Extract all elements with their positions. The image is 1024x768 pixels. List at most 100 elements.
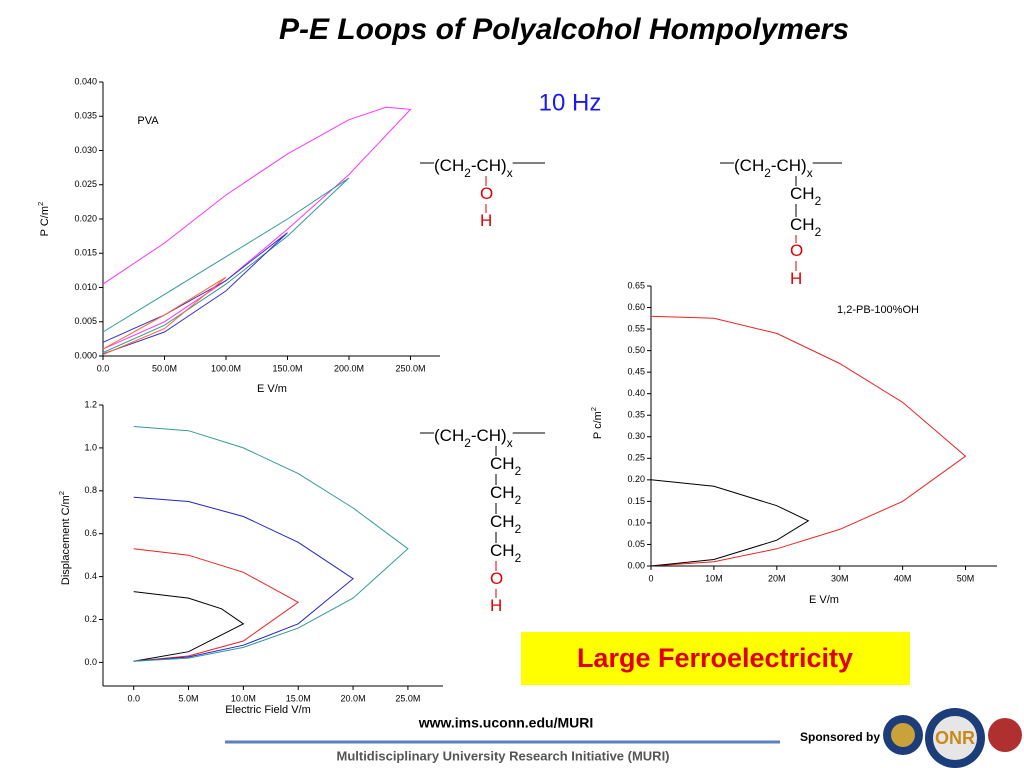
backbone-part: -CH) [471,156,507,175]
y-tick-label: 0.35 [627,410,645,420]
logo-text: ONR [935,728,975,748]
loop-line [102,106,412,350]
side-group: H [480,211,492,230]
x-axis-label: Electric Field V/m [225,704,311,716]
x-tick-label: 10.0M [231,693,256,703]
y-tick-label: 0.030 [74,145,97,155]
x-tick-label: 0 [648,573,653,583]
side-group-part: H [490,596,502,615]
y-tick-label: 0.45 [627,367,645,377]
y-tick-label: 0.040 [74,76,97,86]
highlight-box [521,632,910,685]
y-axis-label-part: 2 [36,202,45,206]
y-tick-label: 0.035 [74,111,97,121]
logo-seal-right [988,718,1022,752]
side-group-part: 2 [515,464,522,478]
y-tick-label: 1.2 [84,399,97,409]
sponsor-logo: ONR [883,708,1022,768]
backbone-part: (CH [434,156,464,175]
backbone-part: x [507,166,513,180]
y-tick-label: 0.025 [74,179,97,189]
side-group-part: CH [490,541,515,560]
highlight-text: Large Ferroelectricity [577,643,853,673]
backbone-part: 2 [464,166,471,180]
side-group-part: 2 [815,194,822,208]
slide-title: P-E Loops of Polyalcohol Hompolymers [279,13,849,46]
y-tick-label: 0.00 [627,560,645,570]
loop-line [133,591,245,662]
y-tick-label: 0.40 [627,388,645,398]
side-group-part: O [480,184,493,203]
x-tick-label: 150.0M [272,363,302,373]
side-group: CH2 [790,184,822,208]
y-tick-label: 0.20 [627,474,645,484]
loop-line [102,276,227,356]
y-axis-label-part: 2 [589,407,598,411]
x-axis-label: E V/m [809,594,839,606]
backbone: (CH2-CH)x [434,156,513,180]
x-tick-label: 50.0M [152,363,177,373]
loop-line [133,496,354,662]
y-axis-label-part: P C/m [39,206,51,236]
loop-line [650,479,810,567]
annotation: PVA [137,115,159,127]
backbone: (CH2-CH)x [734,156,813,180]
side-group-part: O [490,569,503,588]
side-group-part: CH [790,215,815,234]
y-axis-label: Displacement C/m2 [57,491,72,585]
y-tick-label: 0.005 [74,316,97,326]
url: www.ims.uconn.edu/MURI [418,715,594,731]
x-tick-label: 15.0M [286,693,311,703]
y-tick-label: 0.010 [74,282,97,292]
backbone-part: -CH) [471,426,507,445]
y-tick-label: 0.10 [627,517,645,527]
x-tick-label: 30M [831,573,849,583]
backbone-part: x [507,436,513,450]
x-tick-label: 20.0M [341,693,366,703]
y-tick-label: 0.25 [627,453,645,463]
backbone-part: 2 [764,166,771,180]
side-group-part: CH [490,512,515,531]
backbone-part: 2 [464,436,471,450]
side-group: O [790,241,803,260]
side-group: CH2 [490,454,522,478]
y-tick-label: 0.30 [627,431,645,441]
y-tick-label: 0.015 [74,248,97,258]
y-tick-label: 0.15 [627,496,645,506]
side-group-part: H [480,211,492,230]
side-group-part: 2 [515,493,522,507]
sponsor-label: Sponsored by [800,730,880,744]
x-tick-label: 5.0M [179,693,199,703]
side-group-part: 2 [515,522,522,536]
side-group-part: 2 [815,225,822,239]
y-tick-label: 0.05 [627,539,645,549]
x-tick-label: 0.0 [97,363,110,373]
side-group-part: H [790,269,802,288]
logo-ring-inner [933,716,977,760]
side-group-part: 2 [515,551,522,565]
side-group: CH2 [490,512,522,536]
footer-text: Multidisciplinary University Research In… [336,748,669,763]
side-group: CH2 [490,541,522,565]
y-tick-label: 1.0 [84,442,97,452]
backbone: (CH2-CH)x [434,426,513,450]
side-group: O [490,569,503,588]
x-tick-label: 40M [894,573,912,583]
y-tick-label: 0.020 [74,213,97,223]
loop-line [133,426,409,662]
y-tick-label: 0.0 [84,657,97,667]
y-tick-label: 0.60 [627,302,645,312]
x-tick-label: 250.0M [395,363,425,373]
side-group: H [790,269,802,288]
annotation: 1,2-PB-100%OH [837,304,919,316]
loop-line [102,232,288,355]
y-tick-label: 0.50 [627,345,645,355]
y-axis-label-part: P c/m [592,411,604,439]
y-tick-label: 0.6 [84,528,97,538]
side-group: H [490,596,502,615]
x-tick-label: 20M [768,573,786,583]
y-tick-label: 0.65 [627,280,645,290]
x-axis-label: E V/m [257,383,287,395]
frequency-label: 10 Hz [539,89,602,116]
loop-line [133,548,300,662]
